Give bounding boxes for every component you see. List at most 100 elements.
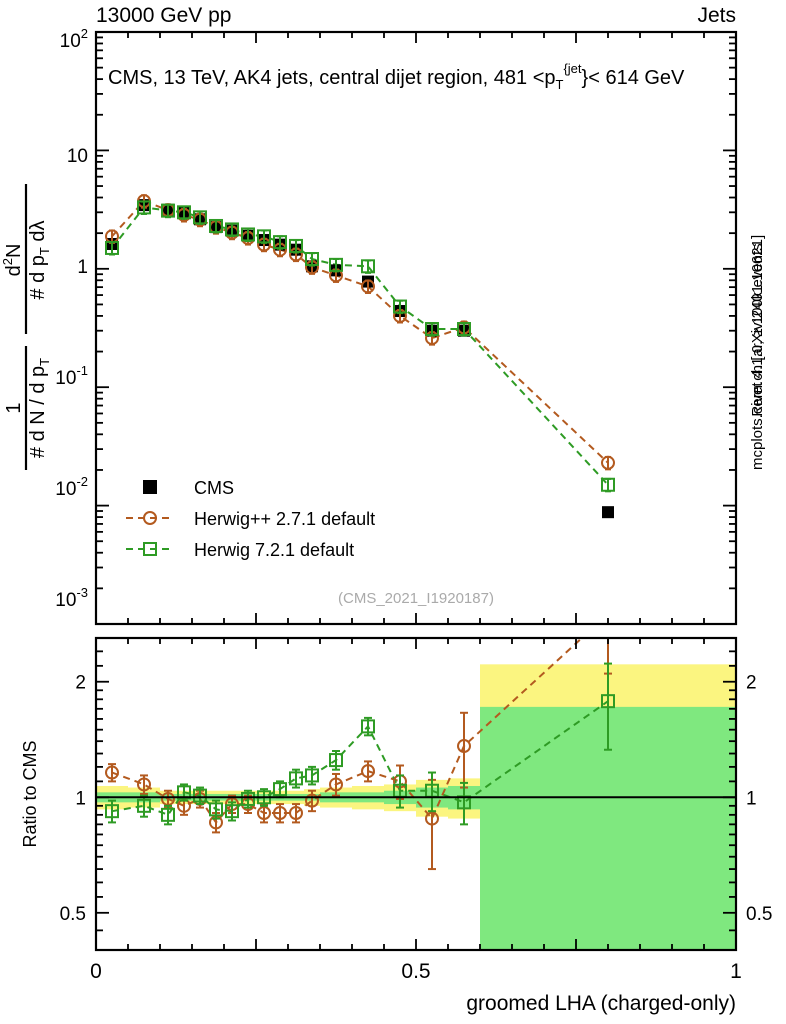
y-tick-label-main: 10-1 bbox=[55, 363, 88, 389]
ratio-uncertainty-bands bbox=[96, 664, 736, 950]
mcplots-source-text: mcplots.cern.ch [arXiv:2401.10621] bbox=[749, 235, 766, 470]
error-bar bbox=[396, 774, 404, 809]
data-point-marker bbox=[393, 299, 407, 314]
plot-title: CMS, 13 TeV, AK4 jets, central dijet reg… bbox=[108, 61, 685, 92]
error-bar bbox=[605, 477, 611, 493]
data-point-marker bbox=[457, 739, 471, 754]
data-point-marker bbox=[137, 200, 151, 215]
data-point-marker bbox=[161, 203, 175, 218]
ratio-series-herwig-7-2-1-default bbox=[105, 662, 615, 826]
watermark-text: (CMS_2021_I1920187) bbox=[338, 590, 494, 607]
data-point-marker bbox=[143, 542, 157, 556]
data-point-marker bbox=[161, 807, 175, 822]
series-herwig-2-7-1-default bbox=[105, 194, 615, 471]
x-tick-label: 1 bbox=[730, 960, 742, 983]
data-point-marker bbox=[601, 477, 615, 492]
data-point-marker bbox=[193, 788, 207, 803]
data-point-marker bbox=[602, 506, 614, 519]
data-point-marker bbox=[209, 802, 223, 817]
series-line bbox=[111, 700, 609, 817]
data-point-marker bbox=[177, 205, 191, 220]
data-point-marker bbox=[425, 322, 439, 337]
data-point-marker bbox=[105, 240, 119, 255]
data-point-marker bbox=[257, 229, 271, 244]
data-point-marker bbox=[241, 227, 255, 242]
data-point-marker bbox=[361, 719, 375, 734]
data-point-marker bbox=[225, 804, 239, 819]
data-point-marker bbox=[241, 791, 255, 806]
x-tick-label: 0 bbox=[90, 960, 102, 983]
x-tick-label: 0.5 bbox=[401, 960, 430, 983]
data-point-marker bbox=[425, 811, 439, 826]
data-point-marker bbox=[329, 257, 343, 272]
main-panel-series bbox=[105, 194, 615, 519]
data-point-marker bbox=[289, 805, 303, 820]
error-bar bbox=[460, 781, 468, 826]
header-right-text: Jets bbox=[697, 4, 736, 27]
y-tick-label-main: 10-3 bbox=[55, 585, 88, 611]
legend-entry-1: Herwig++ 2.7.1 default bbox=[126, 509, 375, 529]
data-point-marker bbox=[289, 771, 303, 786]
error-bar bbox=[365, 259, 371, 274]
y-tick-label-ratio-right: 1 bbox=[746, 788, 757, 809]
series-herwig-7-2-1-default bbox=[105, 200, 615, 493]
x-axis-label: groomed LHA (charged-only) bbox=[466, 992, 736, 1015]
data-point-marker bbox=[329, 777, 343, 792]
data-point-marker bbox=[105, 804, 119, 819]
y-tick-label-main: 10 bbox=[67, 146, 88, 167]
data-point-marker bbox=[601, 455, 615, 470]
data-point-marker bbox=[361, 259, 375, 274]
data-point-marker bbox=[305, 768, 319, 783]
legend-label: Herwig++ 2.7.1 default bbox=[194, 509, 375, 529]
legend-entry-2: Herwig 7.2.1 default bbox=[126, 540, 354, 560]
data-point-marker bbox=[361, 279, 375, 294]
data-point-marker bbox=[273, 805, 287, 820]
data-point-marker bbox=[143, 511, 157, 525]
data-point-marker bbox=[305, 793, 319, 808]
legend-label: CMS bbox=[194, 478, 234, 498]
data-point-marker bbox=[329, 753, 343, 768]
main-panel-frame bbox=[94, 30, 738, 626]
ratio-panel-series bbox=[105, 638, 615, 871]
ratio-panel-frame bbox=[94, 636, 738, 952]
data-point-marker bbox=[225, 222, 239, 237]
y-tick-label-main: 102 bbox=[60, 26, 88, 52]
data-point-marker bbox=[273, 235, 287, 250]
legend-label: Herwig 7.2.1 default bbox=[194, 540, 354, 560]
data-point-marker bbox=[177, 785, 191, 800]
data-point-marker bbox=[361, 764, 375, 779]
data-point-marker bbox=[209, 218, 223, 233]
y-tick-label-main: 1 bbox=[77, 257, 88, 278]
header-left-text: 13000 GeV pp bbox=[96, 4, 231, 27]
data-point-marker bbox=[257, 805, 271, 820]
legend-entry-0: CMS bbox=[143, 478, 234, 498]
y-tick-label-ratio-left: 1 bbox=[75, 788, 86, 809]
data-point-marker bbox=[457, 322, 471, 337]
y-tick-label-ratio-right: 0.5 bbox=[746, 904, 772, 925]
y-tick-label-ratio-left: 0.5 bbox=[60, 904, 86, 925]
y-axis-label-part: 1 bbox=[3, 402, 25, 413]
series-cms bbox=[106, 199, 614, 519]
error-bar bbox=[428, 771, 436, 813]
series-line bbox=[111, 206, 609, 486]
y-axis-label-part: # d N / d pT bbox=[27, 358, 52, 458]
data-point-marker bbox=[601, 694, 615, 709]
rivet-version-text: Rivet 4.1.0, ≥ 100k events bbox=[749, 243, 766, 416]
data-point-marker bbox=[273, 782, 287, 797]
y-tick-label-ratio-right: 2 bbox=[746, 673, 757, 694]
data-point-marker bbox=[143, 480, 157, 494]
series-line bbox=[111, 199, 609, 464]
data-point-marker bbox=[289, 238, 303, 253]
y-axis-label-part: # d pT dλ bbox=[27, 220, 52, 299]
ratio-axis-label: Ratio to CMS bbox=[20, 740, 40, 847]
data-point-marker bbox=[305, 251, 319, 266]
y-tick-label-main: 10-2 bbox=[55, 474, 88, 500]
ratio-series-herwig-2-7-1-default bbox=[105, 638, 612, 871]
data-point-marker bbox=[137, 777, 151, 792]
y-axis-label-main: d2N# d pT dλ 1 # d N / d pT bbox=[0, 184, 52, 470]
data-point-marker bbox=[105, 765, 119, 780]
data-point-marker bbox=[137, 798, 151, 813]
data-point-marker bbox=[193, 210, 207, 225]
y-tick-label-ratio-left: 2 bbox=[75, 673, 86, 694]
